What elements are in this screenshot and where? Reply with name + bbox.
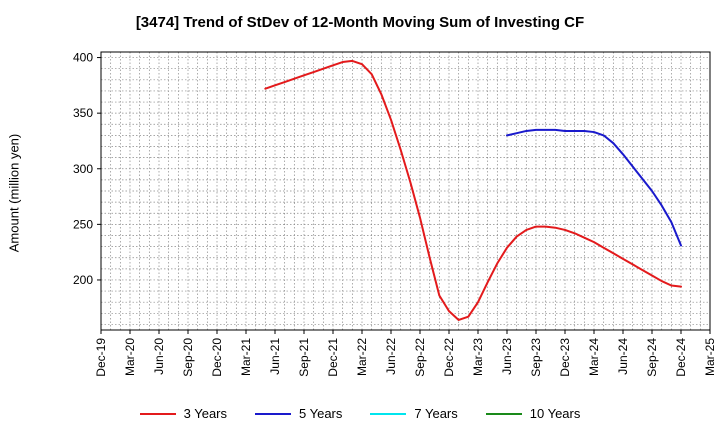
plot-frame (100, 51, 711, 331)
x-axis-ticks: Dec-19 Mar-20 Jun-20 Sep-20 Dec-20 Mar-21 Jun-… (94, 330, 717, 377)
x-tick-label: Jun-22 (384, 338, 398, 375)
grid-lines (101, 52, 710, 330)
x-tick-label: Sep-22 (413, 338, 427, 377)
y-tick-label: 200 (73, 273, 93, 287)
x-tick-label: Sep-24 (645, 338, 659, 377)
x-tick-label: Mar-24 (587, 338, 601, 376)
legend-swatch (139, 412, 176, 415)
legend-item: 7 Years (370, 406, 458, 421)
legend-label: 5 Years (299, 406, 343, 421)
x-tick-label: Jun-24 (616, 338, 630, 375)
y-tick-label: 350 (73, 106, 93, 120)
legend-label: 3 Years (183, 406, 227, 421)
y-tick-label: 250 (73, 217, 93, 231)
x-tick-label: Mar-22 (355, 338, 369, 376)
x-tick-label: Dec-21 (326, 338, 340, 377)
x-tick-label: Dec-24 (674, 338, 688, 377)
legend-item: 10 Years (485, 406, 581, 421)
y-tick-label: 300 (73, 162, 93, 176)
x-tick-label: Jun-21 (268, 338, 282, 375)
series-line-5-years (506, 128, 682, 247)
legend-swatch (255, 412, 291, 415)
legend-label: 10 Years (529, 406, 581, 421)
x-tick-label: Dec-20 (210, 338, 224, 377)
legend-swatch (485, 412, 522, 415)
x-tick-label: Mar-23 (471, 338, 485, 376)
chart-title: [3474] Trend of StDev of 12-Month Moving… (135, 14, 585, 31)
x-tick-label: Dec-22 (442, 338, 456, 377)
series-layer (264, 59, 682, 321)
line-chart: 200 250 300 350 400 Dec-19 Mar-20 Jun-20 Sep-20… (73, 51, 717, 377)
x-tick-label: Jun-20 (152, 338, 166, 375)
y-tick-label: 400 (73, 51, 93, 65)
legend-item: 3 Years (139, 406, 227, 421)
x-tick-label: Mar-20 (123, 338, 137, 376)
x-tick-label: Dec-19 (94, 338, 108, 377)
x-tick-label: Sep-21 (297, 338, 311, 377)
x-tick-label: Sep-23 (529, 338, 543, 377)
x-tick-label: Mar-25 (703, 338, 717, 376)
x-tick-label: Sep-20 (181, 338, 195, 377)
series-line-3-years (264, 59, 682, 321)
legend: 3 Years 5 Years 7 Years 10 Years (0, 406, 720, 421)
legend-item: 5 Years (255, 406, 342, 421)
legend-swatch (370, 412, 407, 415)
x-tick-label: Mar-21 (239, 338, 253, 376)
legend-label: 7 Years (414, 406, 458, 421)
x-tick-label: Dec-23 (558, 338, 572, 377)
x-tick-label: Jun-23 (500, 338, 514, 375)
y-axis-ticks: 200 250 300 350 400 (73, 51, 101, 287)
